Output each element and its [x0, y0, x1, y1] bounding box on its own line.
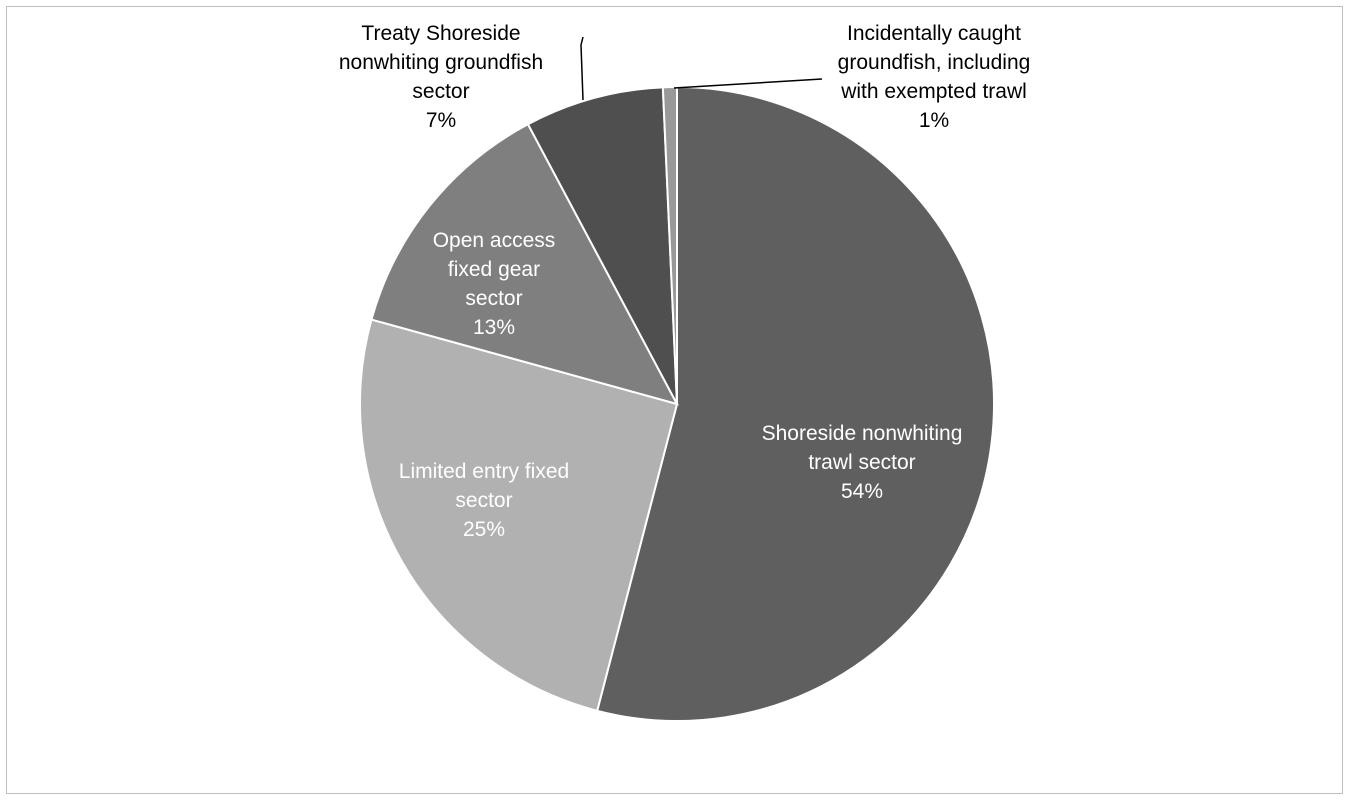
slice-label-line: Incidentally caught: [847, 22, 1021, 45]
slice-percent-3: 13%: [473, 316, 515, 339]
slice-percent-2: 25%: [463, 518, 505, 541]
slice-label-line: with exempted trawl: [840, 80, 1027, 103]
slice-label-2: Limited entry fixed sector 25%: [399, 460, 569, 541]
pie-slice-5: [661, 85, 678, 405]
slice-label-line: sector: [455, 489, 512, 512]
slice-label-3: Open access fixed gear sector 13%: [433, 229, 556, 339]
slice-label-5: Incidentally caught groundfish, including…: [838, 22, 1031, 132]
leader-line-4: [580, 36, 584, 101]
slice-label-line: trawl sector: [808, 451, 915, 474]
slice-label-line: Open access: [433, 229, 556, 252]
slice-percent-1: 54%: [841, 480, 883, 503]
slice-label-line: Shoreside nonwhiting: [762, 422, 963, 445]
pie-slice-1: [595, 85, 995, 722]
slice-label-line: groundfish, including: [838, 51, 1031, 74]
pie-slice-4: [526, 86, 678, 405]
slice-label-line: Limited entry fixed: [399, 460, 569, 483]
pie-slice-3: [370, 122, 679, 406]
slice-label-line: fixed gear: [448, 258, 540, 281]
leader-line-5: [673, 78, 823, 89]
slice-label-4: Treaty Shoreside nonwhiting groundfish sec…: [339, 22, 543, 132]
pie-slice-2: [359, 318, 679, 713]
slice-label-line: sector: [412, 80, 469, 103]
slice-label-line: sector: [465, 287, 522, 310]
slice-label-1: Shoreside nonwhiting trawl sector 54%: [762, 422, 963, 503]
slice-label-line: Treaty Shoreside: [361, 22, 520, 45]
slice-percent-4: 7%: [426, 109, 456, 132]
slice-label-line: nonwhiting groundfish: [339, 51, 543, 74]
slice-percent-5: 1%: [919, 109, 949, 132]
